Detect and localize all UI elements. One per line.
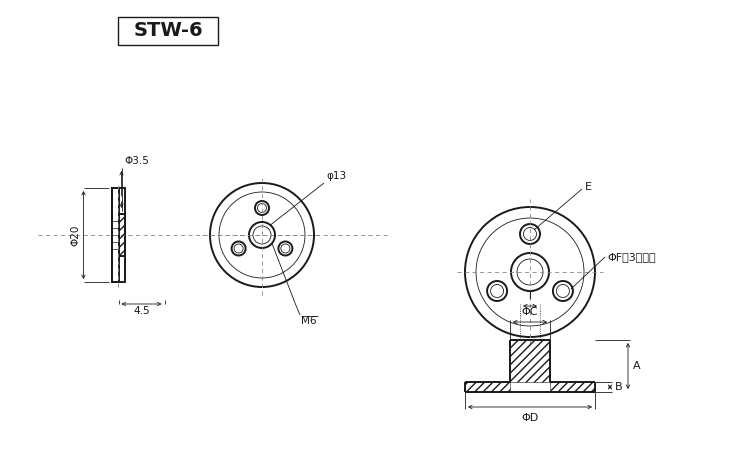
Text: ΦF（3ヶ所）: ΦF（3ヶ所） [607, 252, 656, 262]
Text: M6: M6 [301, 316, 316, 326]
Bar [510, 340, 550, 382]
Text: 4.5: 4.5 [134, 306, 150, 316]
Bar [550, 382, 595, 392]
Bar [465, 382, 510, 392]
Text: A: A [633, 361, 640, 371]
Bar [118, 17, 218, 45]
Bar [112, 188, 125, 282]
Bar [118, 214, 124, 256]
Text: ΦC: ΦC [522, 307, 538, 317]
Text: E: E [585, 182, 592, 192]
Text: T: T [526, 291, 533, 301]
Text: Φ20: Φ20 [70, 224, 80, 246]
Bar [112, 188, 118, 282]
Text: ΦD: ΦD [521, 413, 538, 423]
Text: STW-6: STW-6 [134, 22, 202, 40]
Text: B: B [615, 382, 622, 392]
Bar [118, 214, 124, 256]
Text: φ13: φ13 [326, 171, 346, 181]
Text: Φ3.5: Φ3.5 [124, 156, 149, 166]
